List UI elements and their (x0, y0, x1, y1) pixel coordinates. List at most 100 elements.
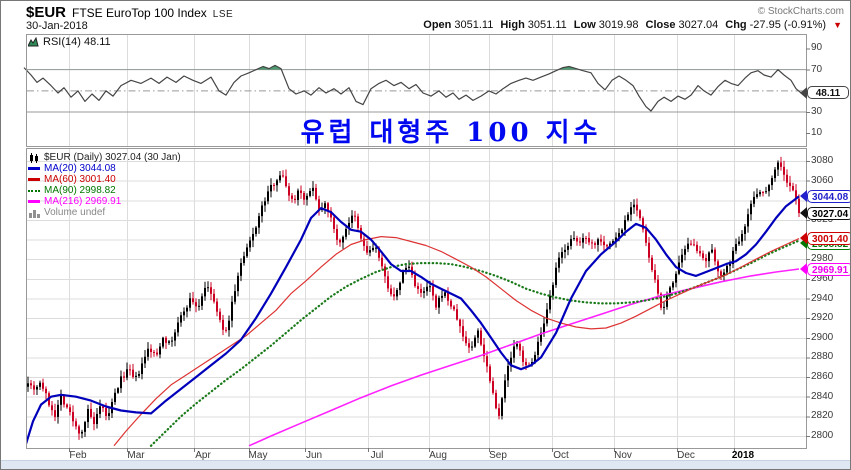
legend-row: MA(216) 2969.91 (28, 196, 181, 207)
rsi-axis-label: 90 (811, 42, 823, 54)
line-swatch (28, 178, 40, 181)
change-down-icon: ▼ (833, 20, 842, 30)
price-axis-label: 2820 (811, 410, 834, 422)
price-axis-label: 2840 (811, 390, 834, 402)
price-axis-label: 2800 (811, 430, 834, 441)
close-value: 3027.04 (678, 19, 719, 31)
ma20-line (27, 195, 800, 445)
volume-bars-icon (29, 209, 40, 218)
legend-label: Volume undef (44, 207, 106, 218)
price-axis-label: 2880 (811, 351, 834, 363)
price-tag-arrow (800, 263, 807, 276)
price-tag: 3044.08 (800, 189, 850, 203)
legend-label: MA(60) 3001.40 (44, 174, 116, 185)
rsi-overbought-fill (256, 65, 580, 70)
month-label: Nov (614, 450, 632, 461)
price-axis-label: 3080 (811, 155, 834, 166)
rsi-value-tag: 48.11 (800, 86, 849, 100)
rsi-line (23, 64, 802, 112)
price-tag-value: 3001.40 (807, 231, 850, 245)
price-axis-label: 2940 (811, 292, 834, 304)
price-tag-value: 48.11 (807, 86, 849, 100)
month-label: Mar (127, 450, 145, 461)
price-tag: 2969.91 (800, 262, 850, 276)
quote-pair: Open 3051.11 (423, 19, 493, 31)
rsi-legend: RSI(14) 48.11 (28, 36, 111, 48)
month-label: Apr (195, 450, 211, 461)
price-tag-arrow (800, 86, 807, 99)
month-label: Jul (370, 450, 384, 461)
ohlc-readout: Open 3051.11 High 3051.11 Low 3019.98 Close 302… (423, 19, 842, 31)
price-axis-label: 2900 (811, 331, 834, 343)
chart-date: 30-Jan-2018 (26, 20, 88, 32)
month-label: Jun (305, 450, 323, 461)
legend-row: MA(90) 2998.82 (28, 185, 181, 196)
quote-pair: High 3051.11 (500, 19, 566, 31)
index-name: FTSE EuroTop 100 Index (72, 6, 207, 20)
month-label: Oct (553, 450, 569, 461)
line-swatch (28, 167, 40, 170)
price-axis-label: 2920 (811, 312, 834, 324)
ma90-line (149, 239, 801, 447)
close-label: Close (645, 19, 676, 31)
chg-value: -27.95 (-0.91%) (749, 19, 827, 31)
rsi-legend-label: RSI(14) 48.11 (43, 36, 111, 48)
price-tag-value: 2969.91 (807, 262, 850, 276)
bottom-margin-strip (1, 460, 850, 469)
chart-header: $EUR FTSE EuroTop 100 Index LSE (26, 4, 234, 21)
open-value: 3051.11 (454, 19, 494, 31)
legend-row: MA(60) 3001.40 (28, 174, 181, 185)
high-label: High (500, 19, 525, 31)
quote-pair: Close 3027.04 (646, 19, 719, 31)
legend-label: MA(20) 3044.08 (44, 163, 116, 174)
open-label: Open (423, 19, 452, 31)
month-label: Sep (489, 450, 507, 461)
candlesticks (27, 156, 800, 440)
legend-row: $EUR (Daily) 3027.04 (30 Jan) (28, 152, 181, 163)
rsi-axis-label: 70 (811, 63, 823, 75)
price-legend: $EUR (Daily) 3027.04 (30 Jan) MA(20) 3044… (28, 152, 181, 218)
legend-label: MA(90) 2998.82 (44, 185, 116, 196)
month-label: 2018 (731, 450, 755, 461)
candlestick-icon (30, 152, 38, 163)
month-label: Dec (677, 450, 695, 461)
low-value: 3019.98 (598, 19, 639, 31)
legend-label: MA(216) 2969.91 (44, 196, 122, 207)
price-axis-label: 2960 (811, 272, 834, 284)
exchange-label: LSE (212, 9, 234, 20)
price-axis-label: 2980 (811, 253, 834, 265)
legend-row: MA(20) 3044.08 (28, 163, 181, 174)
price-tag: 3027.04 (800, 206, 850, 220)
price-tag: 3001.40 (800, 231, 850, 245)
high-value: 3051.11 (527, 19, 567, 31)
chg-label: Chg (725, 19, 747, 31)
copyright: © StockCharts.com (757, 6, 844, 17)
month-label: Aug (429, 450, 447, 461)
rsi-axis-label: 30 (811, 106, 823, 118)
quote-pair: Chg -27.95 (-0.91%) (725, 19, 826, 31)
quote-pair: Low 3019.98 (574, 19, 639, 31)
low-label: Low (573, 19, 596, 31)
ma216-line (248, 268, 800, 447)
ma60-line (113, 236, 800, 447)
month-label: Feb (69, 450, 87, 461)
moving-averages (27, 195, 801, 447)
dotted-swatch (28, 189, 40, 192)
rsi-axis-label: 10 (811, 127, 823, 139)
price-axis-label: 2860 (811, 371, 834, 383)
legend-label: $EUR (Daily) 3027.04 (30 Jan) (44, 152, 181, 163)
legend-row: Volume undef (28, 207, 181, 218)
price-tag-value: 3044.08 (807, 189, 850, 203)
overlay-title: 유럽 대형주 100 지수 (300, 118, 602, 148)
month-label: May (248, 450, 268, 461)
price-tag-arrow (800, 190, 807, 203)
price-tag-arrow (800, 207, 807, 219)
rsi-chart-icon (28, 37, 39, 47)
price-tag-arrow (800, 232, 807, 245)
symbol-label: $EUR (26, 4, 67, 21)
price-axis-label: 3060 (811, 174, 834, 186)
price-tag-value: 3027.04 (807, 206, 850, 220)
line-swatch (28, 200, 40, 203)
